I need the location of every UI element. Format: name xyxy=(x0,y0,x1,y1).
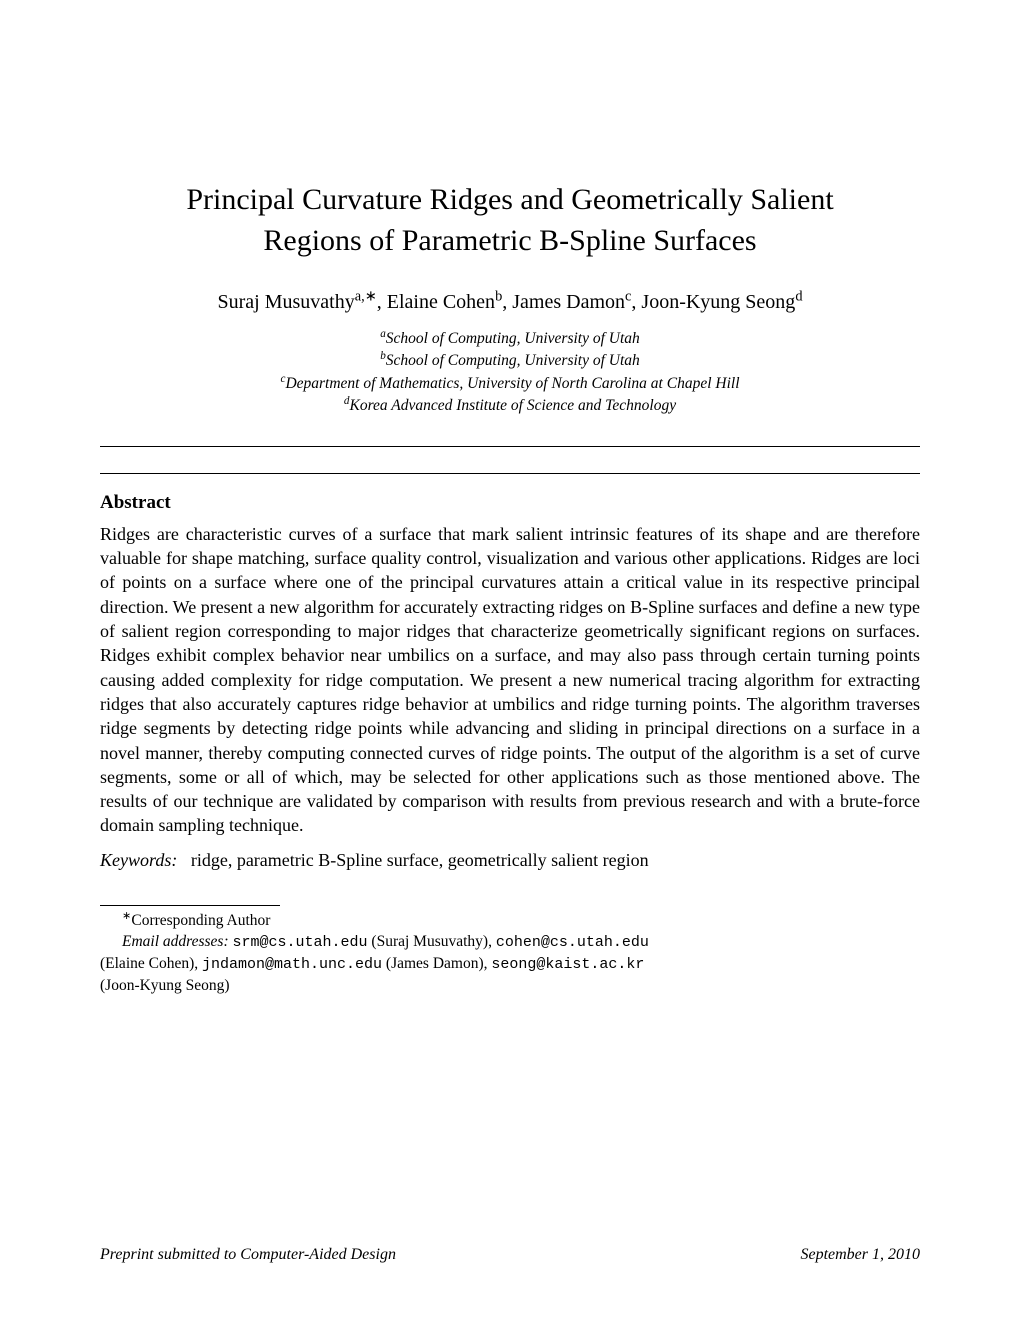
footnote-block: ∗Corresponding Author Email addresses: s… xyxy=(100,910,920,997)
email-4-name: (Joon-Kyung Seong) xyxy=(100,977,230,994)
footer-right: September 1, 2010 xyxy=(800,1246,920,1264)
author-3-sup: c xyxy=(625,288,631,304)
email-3-name: (James Damon), xyxy=(382,955,491,972)
rule-bottom xyxy=(100,473,920,474)
keywords-text: ridge, parametric B-Spline surface, geom… xyxy=(191,850,649,870)
email-2-name: (Elaine Cohen), xyxy=(100,955,202,972)
keywords-label: Keywords: xyxy=(100,850,177,870)
corr-text: Corresponding Author xyxy=(131,912,270,929)
footer-left: Preprint submitted to Computer-Aided Des… xyxy=(100,1246,396,1264)
email-label: Email addresses: xyxy=(122,933,229,950)
affil-a: School of Computing, University of Utah xyxy=(386,330,640,347)
keywords-line: Keywords: ridge, parametric B-Spline sur… xyxy=(100,850,920,871)
abstract-body: Ridges are characteristic curves of a su… xyxy=(100,522,920,838)
title-line-1: Principal Curvature Ridges and Geometric… xyxy=(186,183,833,216)
author-4-sup: d xyxy=(795,288,802,304)
affil-c: Department of Mathematics, University of… xyxy=(285,375,739,392)
footnote-rule xyxy=(100,905,280,906)
abstract-heading: Abstract xyxy=(100,492,920,514)
authors-line: Suraj Musuvathya,∗, Elaine Cohenb, James… xyxy=(100,291,920,314)
email-4: seong@kaist.ac.kr xyxy=(491,956,644,973)
affil-b: School of Computing, University of Utah xyxy=(386,352,640,369)
affil-d: Korea Advanced Institute of Science and … xyxy=(350,397,677,414)
email-1-name: (Suraj Musuvathy), xyxy=(368,933,496,950)
author-1-sup: a,∗ xyxy=(355,288,377,304)
title-line-2: Regions of Parametric B-Spline Surfaces xyxy=(263,224,756,257)
email-3: jndamon@math.unc.edu xyxy=(202,956,382,973)
author-2: Elaine Cohen xyxy=(387,291,495,313)
author-3: James Damon xyxy=(512,291,625,313)
email-1: srm@cs.utah.edu xyxy=(233,934,368,951)
footer: Preprint submitted to Computer-Aided Des… xyxy=(100,1246,920,1264)
paper-title: Principal Curvature Ridges and Geometric… xyxy=(100,180,920,261)
author-1: Suraj Musuvathy xyxy=(217,291,354,313)
author-4: Joon-Kyung Seong xyxy=(641,291,795,313)
email-2: cohen@cs.utah.edu xyxy=(496,934,649,951)
corr-sup: ∗ xyxy=(122,910,131,922)
affiliations: aSchool of Computing, University of Utah… xyxy=(100,328,920,418)
author-2-sup: b xyxy=(495,288,502,304)
rule-top xyxy=(100,446,920,447)
